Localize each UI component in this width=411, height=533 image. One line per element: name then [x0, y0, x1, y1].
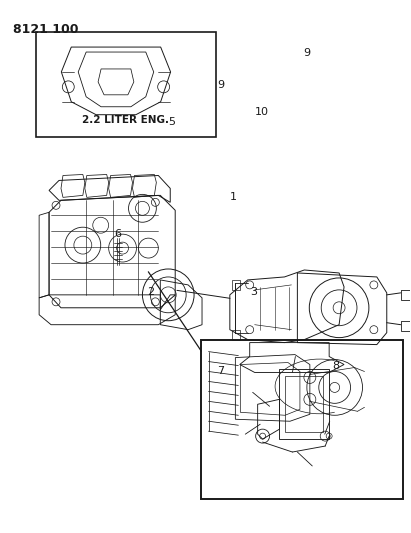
Text: 6: 6	[114, 229, 121, 239]
Text: 2: 2	[147, 287, 154, 297]
Text: 8: 8	[332, 361, 339, 371]
Text: 2.2 LITER ENG.: 2.2 LITER ENG.	[82, 115, 169, 125]
Text: 8121 100: 8121 100	[13, 23, 79, 36]
Bar	[201, 340, 404, 499]
Text: 9: 9	[217, 80, 224, 90]
Text: 10: 10	[255, 107, 269, 117]
Text: 7: 7	[217, 367, 224, 376]
Bar	[286, 376, 323, 432]
Bar	[232, 280, 240, 290]
Text: 3: 3	[250, 287, 257, 297]
Text: 9: 9	[303, 49, 310, 58]
Text: 5: 5	[169, 117, 175, 127]
Bar	[401, 321, 411, 330]
Bar	[401, 290, 411, 300]
Text: 1: 1	[230, 191, 237, 201]
Bar	[232, 330, 240, 340]
Bar	[279, 369, 329, 439]
Bar	[36, 32, 216, 136]
